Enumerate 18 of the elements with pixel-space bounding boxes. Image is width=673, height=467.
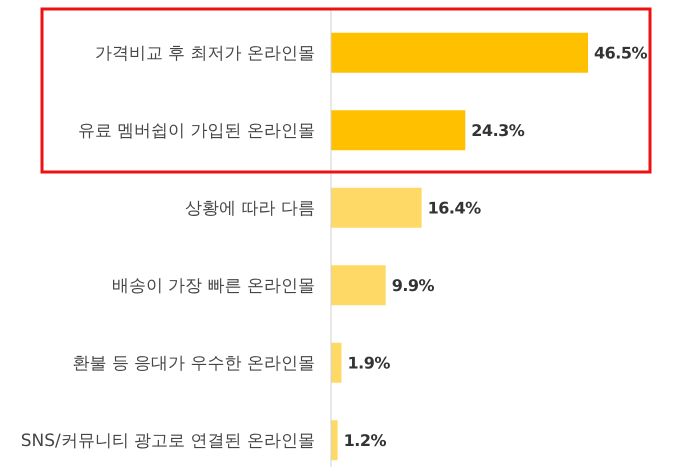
bar (331, 188, 422, 228)
bar (331, 32, 588, 73)
data-label: 16.4% (428, 198, 482, 218)
data-label: 24.3% (471, 120, 525, 140)
y-tick-label: 가격비교 후 최저가 온라인몰 (94, 44, 315, 64)
bar (331, 110, 466, 150)
y-tick-label: SNS/커뮤니티 광고로 연결된 온라인몰 (20, 431, 315, 452)
bar (331, 342, 342, 383)
y-tick-label: 환불 등 응대가 우수한 온라인몰 (72, 354, 315, 374)
y-tick-label: 상황에 따라 다름 (185, 198, 315, 219)
y-tick-label: 유료 멤버쉽이 가입된 온라인몰 (78, 121, 315, 142)
data-label: 9.9% (392, 276, 435, 295)
bar (331, 265, 386, 306)
data-label: 1.2% (344, 430, 386, 450)
data-label: 1.9% (348, 353, 390, 372)
y-tick-label: 배송이 가장 빠른 온라인몰 (112, 276, 315, 296)
bar (331, 420, 338, 460)
data-label: 46.5% (594, 43, 648, 62)
